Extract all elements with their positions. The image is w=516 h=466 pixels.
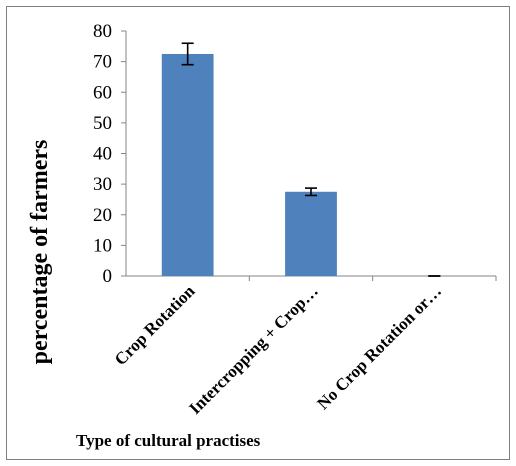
y-tick-label: 60 xyxy=(93,82,112,103)
chart-frame xyxy=(6,6,510,460)
y-tick-label: 50 xyxy=(93,113,112,134)
y-tick-label: 20 xyxy=(93,205,112,226)
bar xyxy=(285,191,337,276)
y-axis-ticks: 0 10 20 30 40 50 60 70 80 xyxy=(93,21,126,287)
y-tick-label: 70 xyxy=(93,52,112,73)
y-axis-label: percentage of farmers xyxy=(27,140,53,365)
x-category-label: Intercropping + Crop… xyxy=(185,281,322,418)
error-bar xyxy=(305,187,317,197)
x-category-label: No Crop Rotation or… xyxy=(313,281,445,413)
x-category-label: Crop Rotation xyxy=(111,281,199,369)
bar xyxy=(161,53,214,276)
y-tick-label: 30 xyxy=(93,174,112,195)
y-tick-label: 40 xyxy=(93,144,112,165)
bars xyxy=(161,42,497,281)
error-bar xyxy=(181,42,194,66)
y-tick-label: 0 xyxy=(103,266,113,287)
y-tick-label: 80 xyxy=(93,21,112,42)
x-axis-label: Type of cultural practises xyxy=(76,431,261,450)
y-tick-label: 10 xyxy=(93,235,112,256)
